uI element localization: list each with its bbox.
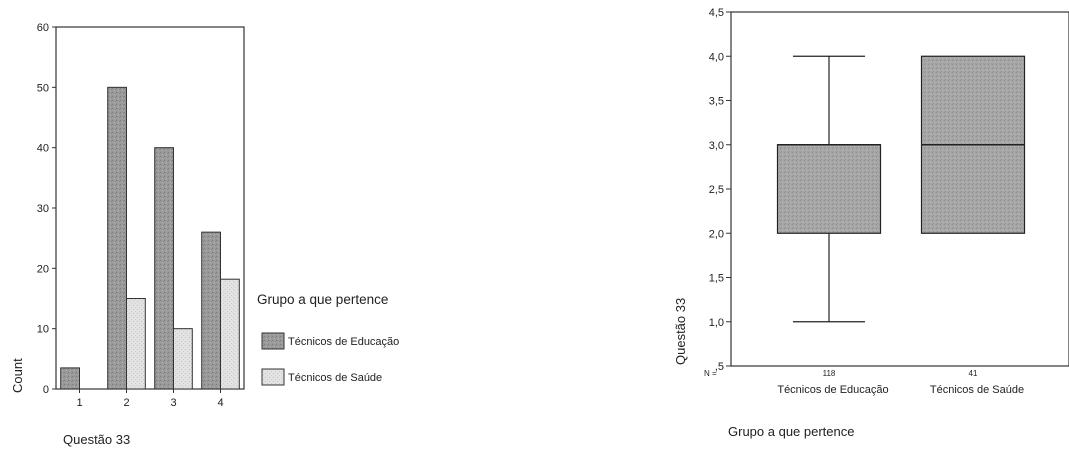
box-y-tick-label: 4,0 bbox=[709, 51, 724, 63]
bar-x-axis-label: Questão 33 bbox=[63, 432, 130, 447]
legend-label-tecnicos-saude: Técnicos de Saúde bbox=[288, 372, 382, 384]
bar-y-tick-label: 20 bbox=[37, 263, 49, 275]
bar-tecnicos-saude bbox=[126, 298, 146, 390]
bar-tecnicos-saude bbox=[173, 328, 193, 390]
bar-y-tick-label: 10 bbox=[37, 324, 49, 336]
bar-x-tick-label: 2 bbox=[123, 397, 129, 409]
bar-y-tick-label: 50 bbox=[37, 82, 49, 94]
box-y-tick-label: 2,5 bbox=[709, 184, 724, 196]
bar-legend-title: Grupo a que pertence bbox=[257, 292, 388, 307]
legend-swatch-tecnicos-educacao bbox=[261, 332, 285, 350]
bar-x-tick-label: 4 bbox=[217, 397, 223, 409]
bar-y-axis-label: Count bbox=[10, 358, 25, 393]
box-y-tick-label: 1,5 bbox=[709, 273, 724, 285]
bar-x-tick-label: 1 bbox=[76, 397, 82, 409]
bar-tecnicos-educacao bbox=[154, 147, 174, 390]
box-y-tick-label: 3,0 bbox=[709, 140, 724, 152]
box-y-tick-label: 1,0 bbox=[709, 317, 724, 329]
box-y-axis-label: Questão 33 bbox=[673, 298, 688, 365]
bar-x-axis: 1 2 3 4 bbox=[76, 389, 224, 409]
legend-label-tecnicos-educacao: Técnicos de Educação bbox=[288, 336, 399, 348]
bar-y-axis: 0 10 20 30 40 50 60 bbox=[37, 22, 56, 396]
bar-tecnicos-educacao bbox=[107, 86, 127, 390]
bar-x-tick-label: 3 bbox=[170, 397, 176, 409]
box-n-label-tecnicos-saude: 41 bbox=[969, 369, 978, 378]
bar-y-tick-label: 40 bbox=[37, 143, 49, 155]
bar-tecnicos-educacao bbox=[60, 367, 80, 390]
bar-legend: Grupo a que pertence Técnicos de Educaçã… bbox=[257, 292, 399, 386]
box-x-axis-label: Grupo a que pertence bbox=[728, 424, 854, 439]
bar-tecnicos-educacao bbox=[201, 231, 221, 390]
bar-y-tick-label: 60 bbox=[37, 22, 49, 34]
box-y-tick-label: 4,5 bbox=[709, 7, 724, 19]
bar-series bbox=[60, 86, 240, 390]
box-series: 118 Técnicos de Educação 41 Técnicos de Saú… bbox=[776, 55, 1026, 396]
box-y-axis: ,5 1,0 1,5 2,0 2,5 3,0 3,5 4,0 4,5 bbox=[709, 7, 731, 373]
box-category-label-tecnicos-saude: Técnicos de Saúde bbox=[930, 384, 1024, 396]
box-y-tick-label: 2,0 bbox=[709, 228, 724, 240]
box-y-tick-label: ,5 bbox=[715, 361, 724, 373]
box-n-prefix: N = bbox=[704, 369, 717, 378]
bar-y-tick-label: 0 bbox=[43, 384, 49, 396]
box-n-label-tecnicos-educacao: 118 bbox=[823, 369, 836, 378]
box-plot: ,5 1,0 1,5 2,0 2,5 3,0 3,5 4,0 4,5 118 Técnicos d… bbox=[673, 7, 1069, 439]
legend-swatch-tecnicos-saude bbox=[261, 368, 285, 386]
box-category-label-tecnicos-educacao: Técnicos de Educação bbox=[777, 384, 888, 396]
bar-chart: 0 10 20 30 40 50 60 1 2 3 4 Count Questão 33 Grup… bbox=[10, 22, 399, 447]
bar-y-tick-label: 30 bbox=[37, 203, 49, 215]
bar-tecnicos-saude bbox=[220, 278, 240, 390]
box-iqr-tecnicos-educacao bbox=[776, 144, 882, 234]
box-y-tick-label: 3,5 bbox=[709, 96, 724, 108]
